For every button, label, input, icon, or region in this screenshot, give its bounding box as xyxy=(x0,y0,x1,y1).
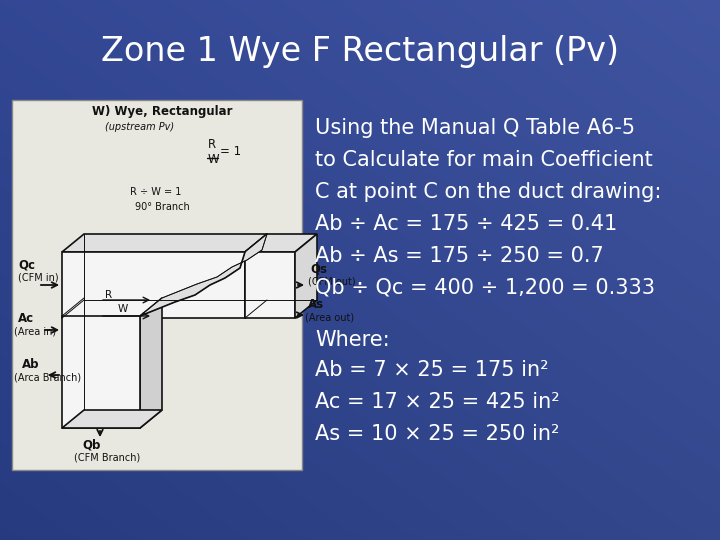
Polygon shape xyxy=(62,316,140,428)
Text: Qc: Qc xyxy=(18,258,35,271)
Text: 90° Branch: 90° Branch xyxy=(135,202,190,212)
Polygon shape xyxy=(62,410,162,428)
Text: Ab: Ab xyxy=(22,358,40,371)
Text: (Area out): (Area out) xyxy=(305,312,354,322)
Text: (CFM Branch): (CFM Branch) xyxy=(74,453,140,463)
FancyBboxPatch shape xyxy=(12,100,302,470)
Text: As = 10 × 25 = 250 in²: As = 10 × 25 = 250 in² xyxy=(315,424,559,444)
Text: R ÷ W = 1: R ÷ W = 1 xyxy=(130,187,181,197)
Text: Ab ÷ As = 175 ÷ 250 = 0.7: Ab ÷ As = 175 ÷ 250 = 0.7 xyxy=(315,246,604,266)
Text: Ac = 17 × 25 = 425 in²: Ac = 17 × 25 = 425 in² xyxy=(315,392,559,412)
Polygon shape xyxy=(62,234,267,252)
Text: R: R xyxy=(208,138,216,151)
Text: (CFM out): (CFM out) xyxy=(308,276,356,286)
Text: (Area in): (Area in) xyxy=(14,326,56,336)
Text: Qs: Qs xyxy=(310,262,327,275)
Text: Using the Manual Q Table A6-5: Using the Manual Q Table A6-5 xyxy=(315,118,635,138)
Text: Qb: Qb xyxy=(82,438,100,451)
Text: (upstream Pv): (upstream Pv) xyxy=(105,122,174,132)
Text: Where:: Where: xyxy=(315,330,390,350)
Polygon shape xyxy=(140,298,162,428)
Text: W: W xyxy=(118,304,128,314)
Text: = 1: = 1 xyxy=(220,145,241,158)
Text: Qb ÷ Qc = 400 ÷ 1,200 = 0.333: Qb ÷ Qc = 400 ÷ 1,200 = 0.333 xyxy=(315,278,655,298)
Text: As: As xyxy=(308,298,324,311)
Polygon shape xyxy=(62,252,245,318)
Text: C at point C on the duct drawing:: C at point C on the duct drawing: xyxy=(315,182,662,202)
Text: Ab ÷ Ac = 175 ÷ 425 = 0.41: Ab ÷ Ac = 175 ÷ 425 = 0.41 xyxy=(315,214,617,234)
Text: Ab = 7 × 25 = 175 in²: Ab = 7 × 25 = 175 in² xyxy=(315,360,549,380)
Polygon shape xyxy=(140,234,267,316)
Text: W) Wye, Rectangular: W) Wye, Rectangular xyxy=(92,105,233,118)
Text: (Arca Branch): (Arca Branch) xyxy=(14,373,81,383)
Polygon shape xyxy=(245,252,295,318)
Polygon shape xyxy=(295,234,317,318)
Text: W: W xyxy=(208,153,220,166)
Text: to Calculate for main Coefficient: to Calculate for main Coefficient xyxy=(315,150,653,170)
Text: R: R xyxy=(105,290,112,300)
Polygon shape xyxy=(245,234,317,252)
Text: Zone 1 Wye F Rectangular (Pv): Zone 1 Wye F Rectangular (Pv) xyxy=(101,36,619,69)
Text: (CFM in): (CFM in) xyxy=(18,272,58,282)
Polygon shape xyxy=(245,234,267,318)
Text: Ac: Ac xyxy=(18,312,34,325)
